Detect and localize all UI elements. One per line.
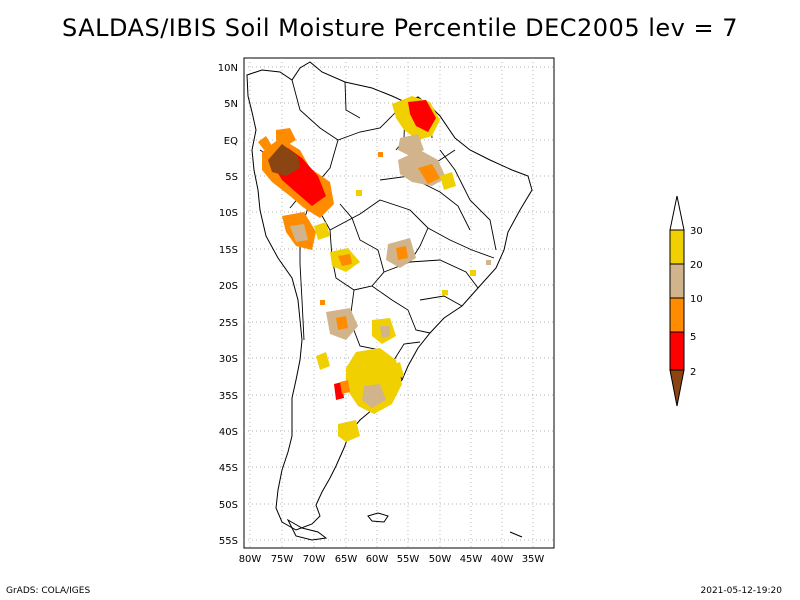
lat-label: EQ [224,136,238,147]
lon-label: 55W [397,554,420,565]
grid-lines [244,58,554,548]
lat-label: 5N [224,99,238,110]
lat-label: 20S [219,281,238,292]
lat-label: 45S [219,463,238,474]
footer-credit: GrADS: COLA/IGES [6,586,91,596]
lon-label: 75W [271,554,294,565]
legend-label: 2 [690,367,696,378]
lat-label: 5S [225,172,238,183]
lon-label: 70W [303,554,326,565]
lat-label: 25S [219,318,238,329]
lat-label: 50S [219,500,238,511]
legend-swatch-20-30 [669,229,685,265]
map-title: SALDAS/IBIS Soil Moisture Percentile DEC… [62,14,738,42]
south-america-coastline [246,61,533,531]
colorbar-legend: 30 20 10 5 2 [669,195,703,407]
lat-label: 55S [219,536,238,547]
lat-label: 15S [219,245,238,256]
lon-label: 40W [491,554,514,565]
legend-swatch-10-20 [669,263,685,299]
legend-swatch-5-10 [669,297,685,333]
latitude-labels: 10N 5N EQ 5S 10S 15S 20S 25S 30S 35S 40S… [218,63,238,547]
lon-label: 60W [366,554,389,565]
lon-label: 80W [239,554,262,565]
lat-label: 40S [219,427,238,438]
legend-swatch-above-30 [669,195,685,231]
lon-label: 65W [335,554,358,565]
legend-label: 10 [690,294,703,305]
lon-label: 35W [522,554,545,565]
legend-swatch-2-5 [669,331,685,371]
legend-label: 20 [690,260,703,271]
lat-label: 35S [219,391,238,402]
lat-label: 10N [218,63,238,74]
lon-label: 45W [460,554,483,565]
tierra-del-fuego [286,518,328,541]
longitude-labels: 80W 75W 70W 65W 60W 55W 50W 45W 40W 35W [239,554,545,565]
falkland-islands [367,512,389,523]
lon-label: 50W [429,554,452,565]
lat-label: 30S [219,354,238,365]
legend-label: 5 [690,332,696,343]
lat-label: 10S [219,208,238,219]
percentile-shading [258,96,491,442]
legend-label: 30 [690,226,703,237]
east-island-mark [509,531,523,538]
footer-timestamp: 2021-05-12-19:20 [700,586,783,596]
legend-swatch-below-2 [669,369,685,407]
